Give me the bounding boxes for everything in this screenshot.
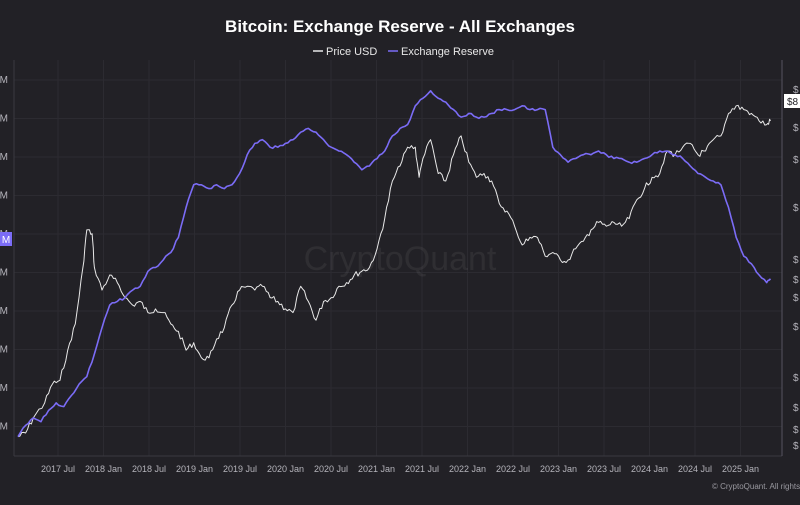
left-tick-label: M — [0, 422, 8, 433]
x-tick-label: 2020 Jul — [314, 464, 348, 474]
right-tick-label: $ — [793, 373, 799, 384]
x-axis: 2017 Jul 2018 Jan 2018 Jul 2019 Jan 2019 Jul… — [41, 464, 759, 474]
left-axis-current-label: M — [2, 235, 10, 246]
left-tick-label: M — [0, 191, 8, 202]
left-tick-label: M — [0, 383, 8, 394]
x-tick-label: 2023 Jul — [587, 464, 621, 474]
legend-item-price[interactable]: Price USD — [326, 46, 377, 58]
left-tick-label: M — [0, 345, 8, 356]
right-tick-label: $ — [793, 255, 799, 266]
legend[interactable]: Price USD Exchange Reserve — [313, 46, 494, 58]
x-tick-label: 2024 Jul — [678, 464, 712, 474]
right-axis: $$$$$$$$$$$$$8 — [784, 85, 800, 452]
right-tick-label: $ — [793, 275, 799, 286]
price-usd-line — [17, 104, 771, 438]
right-axis-current-label: $8 — [787, 97, 799, 108]
right-tick-label: $ — [793, 85, 799, 96]
x-tick-label: 2020 Jan — [267, 464, 304, 474]
x-tick-label: 2018 Jul — [132, 464, 166, 474]
x-tick-label: 2025 Jan — [722, 464, 759, 474]
left-tick-label: M — [0, 306, 8, 317]
left-tick-label: M — [0, 75, 8, 86]
x-tick-label: 2022 Jul — [496, 464, 530, 474]
series-layer — [17, 90, 772, 438]
footer-copyright: © CryptoQuant. All rights re — [712, 482, 800, 491]
left-tick-label: M — [0, 152, 8, 163]
right-tick-label: $ — [793, 441, 799, 452]
x-tick-label: 2019 Jan — [176, 464, 213, 474]
x-tick-label: 2019 Jul — [223, 464, 257, 474]
right-tick-label: $ — [793, 322, 799, 333]
right-tick-label: $ — [793, 293, 799, 304]
grid — [14, 60, 782, 456]
x-tick-label: 2018 Jan — [85, 464, 122, 474]
right-tick-label: $ — [793, 403, 799, 414]
x-tick-label: 2021 Jan — [358, 464, 395, 474]
left-tick-label: M — [0, 268, 8, 279]
left-axis: MMMMMMMMMMM — [0, 75, 12, 433]
right-axis-current-marker — [784, 94, 800, 108]
left-tick-label: M — [0, 114, 8, 125]
legend-item-reserve[interactable]: Exchange Reserve — [401, 46, 494, 58]
x-tick-label: 2024 Jan — [631, 464, 668, 474]
right-tick-label: $ — [793, 425, 799, 436]
x-tick-label: 2021 Jul — [405, 464, 439, 474]
watermark: CryptoQuant — [304, 240, 497, 278]
right-tick-label: $ — [793, 123, 799, 134]
x-tick-label: 2017 Jul — [41, 464, 75, 474]
right-tick-label: $ — [793, 203, 799, 214]
chart-title: Bitcoin: Exchange Reserve - All Exchange… — [225, 17, 575, 36]
x-tick-label: 2022 Jan — [449, 464, 486, 474]
left-axis-current-marker — [0, 232, 12, 246]
exchange-reserve-line — [17, 90, 772, 438]
right-tick-label: $ — [793, 155, 799, 166]
x-tick-label: 2023 Jan — [540, 464, 577, 474]
